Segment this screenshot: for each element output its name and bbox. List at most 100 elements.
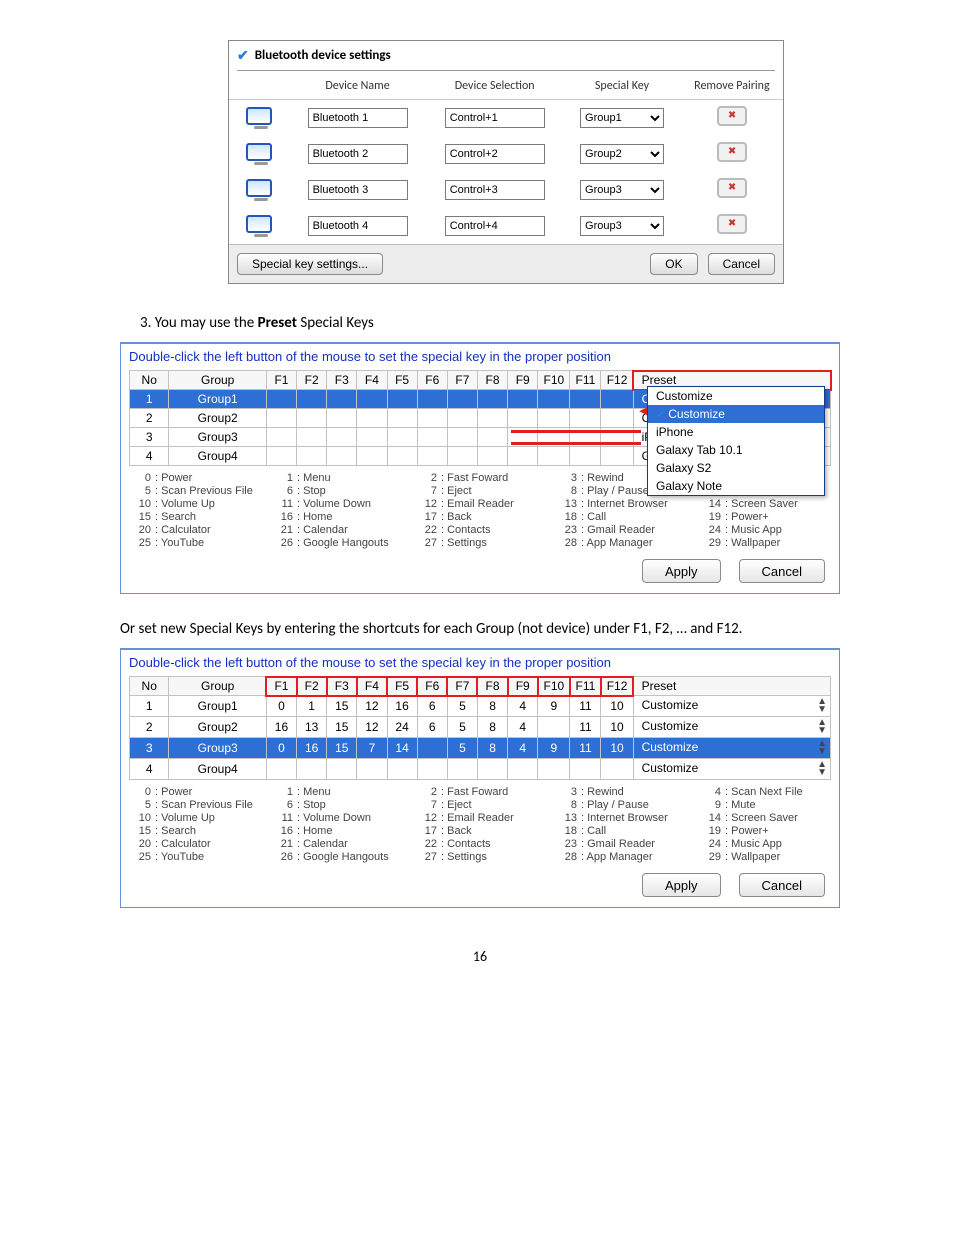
preset-option[interactable]: Galaxy S2 [648, 459, 824, 477]
legend-number: 8 [559, 799, 581, 811]
legend-label: : App Manager [581, 537, 703, 549]
ok-button[interactable]: OK [650, 253, 697, 275]
legend-number: 7 [419, 799, 441, 811]
legend-label: : Settings [441, 851, 559, 863]
preset-dropdown-menu[interactable]: Customize✔CustomizeiPhoneGalaxy Tab 10.1… [647, 386, 825, 496]
legend-number: 6 [275, 799, 297, 811]
legend-label: : Rewind [581, 786, 703, 798]
legend-label: : Menu [297, 786, 419, 798]
monitor-icon [246, 107, 272, 125]
preset-option[interactable]: Galaxy Tab 10.1 [648, 441, 824, 459]
legend-label: : Google Hangouts [297, 851, 419, 863]
remove-pairing-icon[interactable] [717, 214, 747, 234]
sk-instruction-2: Double-click the left button of the mous… [129, 655, 831, 670]
remove-pairing-icon[interactable] [717, 142, 747, 162]
legend-label: : Internet Browser [581, 812, 703, 824]
legend-number: 1 [275, 472, 297, 484]
legend-label: : Calculator [155, 524, 275, 536]
legend-number: 7 [419, 485, 441, 497]
legend-label: : Eject [441, 485, 559, 497]
legend-label: : Calendar [297, 524, 419, 536]
legend-label: : Volume Down [297, 498, 419, 510]
preset-option[interactable]: ✔Customize [648, 405, 824, 423]
legend-number: 10 [133, 812, 155, 824]
legend-number: 12 [419, 498, 441, 510]
group-row[interactable]: 2Group2161315122465841110Customize▲▼ [130, 717, 831, 738]
device-name-input[interactable] [308, 216, 408, 236]
group-row[interactable]: 3Group30161571458491110Customize▲▼ [130, 738, 831, 759]
legend-label: : Back [441, 825, 559, 837]
legend-number: 26 [275, 537, 297, 549]
legend-label: : Music App [725, 838, 835, 850]
special-key-select[interactable]: Group2 [580, 144, 664, 164]
special-key-select[interactable]: Group3 [580, 180, 664, 200]
legend-number: 1 [275, 786, 297, 798]
legend-number: 18 [559, 511, 581, 523]
cancel-button-1[interactable]: Cancel [739, 559, 825, 583]
cancel-button-2[interactable]: Cancel [739, 873, 825, 897]
legend-label: : Power [155, 786, 275, 798]
legend-number: 11 [275, 812, 297, 824]
legend-number: 16 [275, 825, 297, 837]
legend-label: : Wallpaper [725, 537, 835, 549]
legend-number: 24 [703, 524, 725, 536]
preset-option[interactable]: Customize [648, 387, 824, 405]
legend-number: 9 [703, 799, 725, 811]
legend-number: 18 [559, 825, 581, 837]
preset-option[interactable]: Galaxy Note [648, 477, 824, 495]
paragraph-or-set: Or set new Special Keys by entering the … [120, 620, 840, 638]
legend-number: 8 [559, 485, 581, 497]
remove-pairing-icon[interactable] [717, 178, 747, 198]
cancel-button[interactable]: Cancel [708, 253, 775, 275]
legend-label: : Play / Pause [581, 799, 703, 811]
device-selection-input[interactable] [445, 108, 545, 128]
device-selection-input[interactable] [445, 180, 545, 200]
legend-label: : Contacts [441, 524, 559, 536]
legend-number: 4 [703, 786, 725, 798]
legend-label: : Volume Up [155, 812, 275, 824]
legend-label: : Home [297, 825, 419, 837]
legend-number: 3 [559, 472, 581, 484]
special-key-settings-button[interactable]: Special key settings... [237, 253, 383, 275]
legend-number: 2 [419, 472, 441, 484]
legend-number: 29 [703, 537, 725, 549]
legend-label: : Search [155, 511, 275, 523]
group-row[interactable]: 4Group4Customize▲▼ [130, 759, 831, 780]
legend-label: : Contacts [441, 838, 559, 850]
legend-label: : Power [155, 472, 275, 484]
legend-number: 16 [275, 511, 297, 523]
legend-number: 0 [133, 472, 155, 484]
legend-label: : YouTube [155, 851, 275, 863]
apply-button-1[interactable]: Apply [642, 559, 721, 583]
special-key-select[interactable]: Group1 [580, 108, 664, 128]
legend-number: 23 [559, 524, 581, 536]
device-name-input[interactable] [308, 144, 408, 164]
special-key-select[interactable]: Group3 [580, 216, 664, 236]
legend-number: 28 [559, 851, 581, 863]
step-3-text: 3. You may use the Preset Special Keys [140, 314, 840, 332]
page-number: 16 [120, 948, 840, 965]
legend-2: 0: Power1: Menu2: Fast Foward3: Rewind4:… [133, 786, 831, 863]
legend-label: : Calculator [155, 838, 275, 850]
legend-number: 29 [703, 851, 725, 863]
legend-label: : Scan Previous File [155, 485, 275, 497]
remove-pairing-icon[interactable] [717, 106, 747, 126]
device-name-input[interactable] [308, 108, 408, 128]
device-name-input[interactable] [308, 180, 408, 200]
legend-label: : Search [155, 825, 275, 837]
preset-option[interactable]: iPhone [648, 423, 824, 441]
legend-number: 24 [703, 838, 725, 850]
legend-number: 0 [133, 786, 155, 798]
legend-number: 23 [559, 838, 581, 850]
device-selection-input[interactable] [445, 144, 545, 164]
apply-button-2[interactable]: Apply [642, 873, 721, 897]
monitor-icon [246, 179, 272, 197]
special-key-window-2: Double-click the left button of the mous… [120, 648, 840, 908]
group-row[interactable]: 1Group101151216658491110Customize▲▼ [130, 696, 831, 717]
legend-label: : Screen Saver [725, 498, 835, 510]
legend-label: : Fast Foward [441, 786, 559, 798]
legend-label: : Mute [725, 799, 835, 811]
legend-number: 21 [275, 524, 297, 536]
legend-number: 5 [133, 485, 155, 497]
device-selection-input[interactable] [445, 216, 545, 236]
